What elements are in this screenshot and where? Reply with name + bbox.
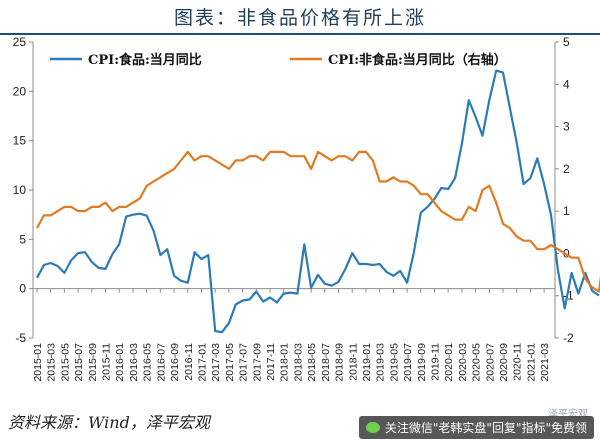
- wechat-icon: [365, 422, 380, 433]
- legend-nonfood-label: CPI:非食品:当月同比（右轴）: [328, 52, 507, 68]
- x-tick-label: 2019-07: [402, 343, 414, 382]
- y-right-tick-label: 2: [563, 162, 570, 176]
- x-tick-label: 2017-09: [251, 343, 263, 382]
- y-left-tick-label: 25: [13, 35, 27, 49]
- x-tick-label: 2018-09: [334, 343, 346, 382]
- x-tick-label: 2017-05: [224, 343, 236, 382]
- legend-food-label: CPI:食品:当月同比: [88, 52, 202, 68]
- y-left-tick-label: 0: [19, 282, 26, 296]
- y-right-tick-label: 4: [563, 77, 570, 91]
- y-left-tick-label: 15: [13, 134, 27, 148]
- x-tick-label: 2018-03: [292, 343, 304, 382]
- x-tick-label: 2017-03: [210, 343, 222, 382]
- x-tick-label: 2020-03: [457, 343, 469, 382]
- promo-watermark: 关注微信"老韩实盘"回复"指标"免费领: [358, 416, 594, 439]
- x-tick-label: 2018-11: [347, 343, 359, 381]
- food-cpi-line: [36, 69, 600, 334]
- page-title: 图表：非食品价格有所上涨: [173, 7, 426, 29]
- x-tick-label: 2017-11: [265, 343, 277, 381]
- source-note: 资料来源：Wind，泽平宏观: [8, 413, 210, 432]
- y-right-tick-label: 5: [563, 35, 570, 49]
- x-tick-label: 2018-01: [279, 343, 291, 382]
- x-tick-label: 2015-01: [32, 343, 44, 382]
- x-tick-label: 2016-09: [169, 343, 181, 382]
- x-tick-label: 2018-07: [320, 343, 332, 382]
- x-tick-label: 2015-07: [73, 343, 85, 382]
- y-left-tick-label: -5: [15, 331, 26, 345]
- x-tick-label: 2016-05: [142, 343, 154, 382]
- x-tick-label: 2020-09: [498, 343, 510, 382]
- x-tick-label: 2015-05: [59, 343, 71, 382]
- x-tick-label: 2020-05: [471, 343, 483, 382]
- y-right-tick-label: -2: [563, 331, 574, 345]
- y-right-tick-label: 3: [563, 120, 570, 134]
- x-tick-label: 2020-11: [512, 343, 524, 381]
- x-tick-label: 2016-07: [155, 343, 167, 382]
- x-tick-label: 2021-03: [539, 343, 551, 382]
- x-tick-label: 2019-09: [416, 343, 428, 382]
- x-tick-label: 2020-07: [484, 343, 496, 382]
- x-tick-label: 2016-01: [114, 343, 126, 382]
- x-tick-label: 2017-01: [196, 343, 208, 382]
- promo-text: 关注微信"老韩实盘"回复"指标"免费领: [384, 421, 587, 435]
- x-tick-label: 2015-03: [46, 343, 58, 382]
- y-left-tick-label: 5: [19, 232, 26, 246]
- brand-watermark: 泽平宏观: [548, 409, 588, 420]
- y-right-tick-label: -1: [563, 289, 574, 303]
- x-tick-label: 2018-05: [306, 343, 318, 382]
- x-tick-label: 2016-11: [183, 343, 195, 381]
- x-tick-label: 2016-03: [128, 343, 140, 382]
- nonfood-cpi-line: [36, 150, 600, 293]
- y-left-tick-label: 10: [13, 183, 27, 197]
- x-tick-label: 2021-01: [525, 343, 537, 382]
- x-tick-label: 2017-07: [238, 343, 250, 382]
- x-tick-label: 2019-01: [361, 343, 373, 382]
- x-tick-label: 2019-11: [429, 343, 441, 381]
- chart-title-bar: 图表：非食品价格有所上涨: [0, 0, 600, 35]
- y-left-tick-label: 20: [13, 84, 27, 98]
- footer: 资料来源：Wind，泽平宏观 泽平宏观 关注微信"老韩实盘"回复"指标"免费领: [0, 405, 600, 440]
- x-tick-label: 2020-01: [443, 343, 455, 382]
- y-right-tick-label: 1: [563, 204, 570, 218]
- x-tick-label: 2015-09: [87, 343, 99, 382]
- x-tick-label: 2019-05: [388, 343, 400, 382]
- x-tick-label: 2015-11: [101, 343, 113, 381]
- x-tick-label: 2019-03: [375, 343, 387, 382]
